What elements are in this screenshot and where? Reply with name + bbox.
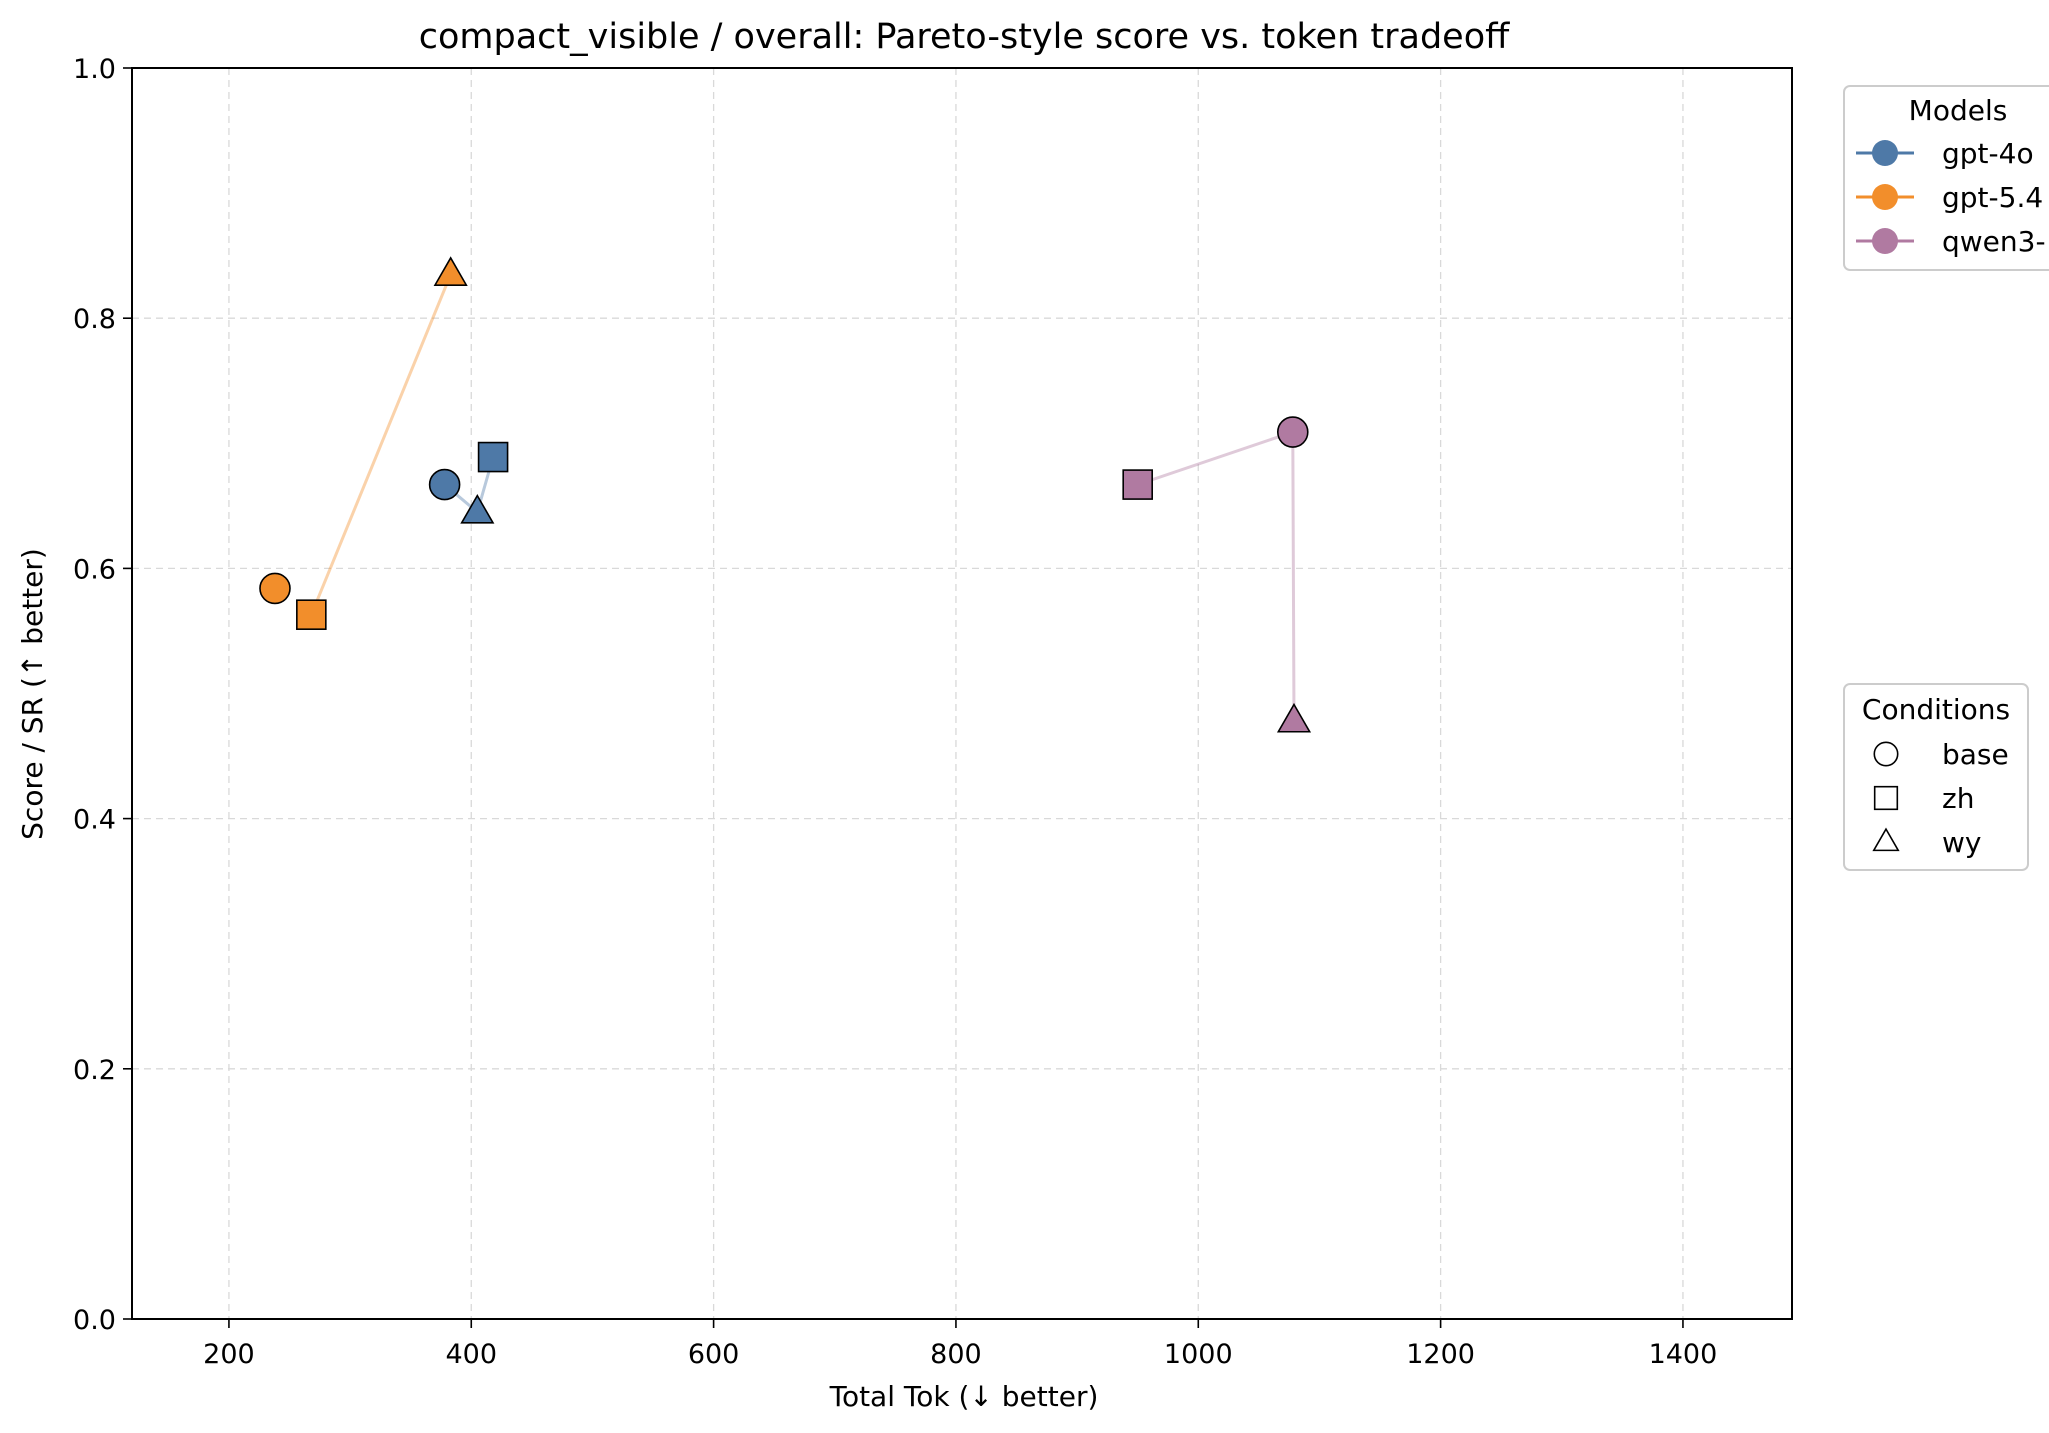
y-tick-label: 0.0 (73, 1305, 116, 1336)
y-tick-label: 0.8 (73, 304, 116, 335)
legend-model-marker (1872, 140, 1898, 166)
legend-model-label: qwen3- (1942, 225, 2046, 258)
legend-conditions-title: Conditions (1862, 693, 2010, 726)
x-tick-label: 200 (203, 1339, 255, 1370)
legend-condition-label: wy (1942, 826, 1981, 859)
data-point-zh (296, 599, 327, 630)
legend-conditions-box (1843, 683, 2029, 871)
y-axis-label: Score / SR (↑ better) (16, 548, 49, 840)
data-point-wy (1276, 702, 1312, 733)
legend-condition-label: base (1942, 738, 2009, 771)
x-axis-label: Total Tok (↓ better) (829, 1380, 1099, 1413)
y-axis-ticks: 0.0 0.2 0.4 0.6 0.8 1.0 (73, 54, 132, 1336)
legend-condition-label: zh (1942, 782, 1974, 815)
x-tick-label: 1400 (1649, 1339, 1718, 1370)
legend-model-label: gpt-5.4 (1942, 181, 2043, 214)
plot-frame (131, 67, 1793, 1320)
x-tick-label: 1200 (1406, 1339, 1475, 1370)
data-point-zh (477, 441, 509, 473)
chart-title: compact_visible / overall: Pareto-style … (419, 17, 1510, 57)
series-line-gpt-5-4 (309, 273, 453, 616)
legend-model-label: gpt-4o (1942, 137, 2034, 170)
y-tick-label: 0.4 (73, 805, 116, 836)
data-point-base (259, 572, 291, 605)
x-tick-label: 1000 (1164, 1339, 1233, 1370)
y-tick-label: 1.0 (73, 54, 116, 85)
x-tick-label: 400 (445, 1339, 497, 1370)
data-point-wy (460, 494, 495, 524)
legend-models: Models gpt-4o gpt-5.4 qwen3- (1843, 85, 2049, 271)
legend-condition-marker (1873, 741, 1899, 767)
x-tick-label: 600 (688, 1339, 740, 1370)
legend-models-box (1843, 85, 2049, 271)
data-point-zh (1122, 469, 1153, 500)
x-tick-label: 800 (930, 1339, 982, 1370)
legend-condition-marker (1873, 785, 1899, 811)
data-point-wy (433, 256, 468, 286)
legend-conditions: Conditions base zh wy (1843, 683, 2029, 871)
y-tick-label: 0.6 (73, 554, 116, 585)
x-axis-ticks: 200 400 600 800 1000 1200 1400 (203, 1319, 1717, 1370)
legend-condition-marker (1872, 827, 1900, 852)
data-point-base (1276, 416, 1309, 448)
legend-model-marker (1872, 228, 1898, 254)
y-tick-label: 0.2 (73, 1055, 116, 1086)
data-points (259, 256, 1312, 733)
data-point-base (428, 468, 461, 501)
legend-models-title: Models (1909, 94, 2008, 127)
legend-model-marker (1872, 184, 1898, 210)
